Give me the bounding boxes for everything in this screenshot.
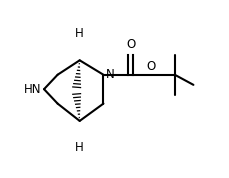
Text: N: N <box>106 67 114 80</box>
Text: H: H <box>75 141 84 154</box>
Text: O: O <box>146 60 155 73</box>
Text: H: H <box>75 27 84 40</box>
Text: O: O <box>125 38 135 51</box>
Text: HN: HN <box>24 83 41 96</box>
